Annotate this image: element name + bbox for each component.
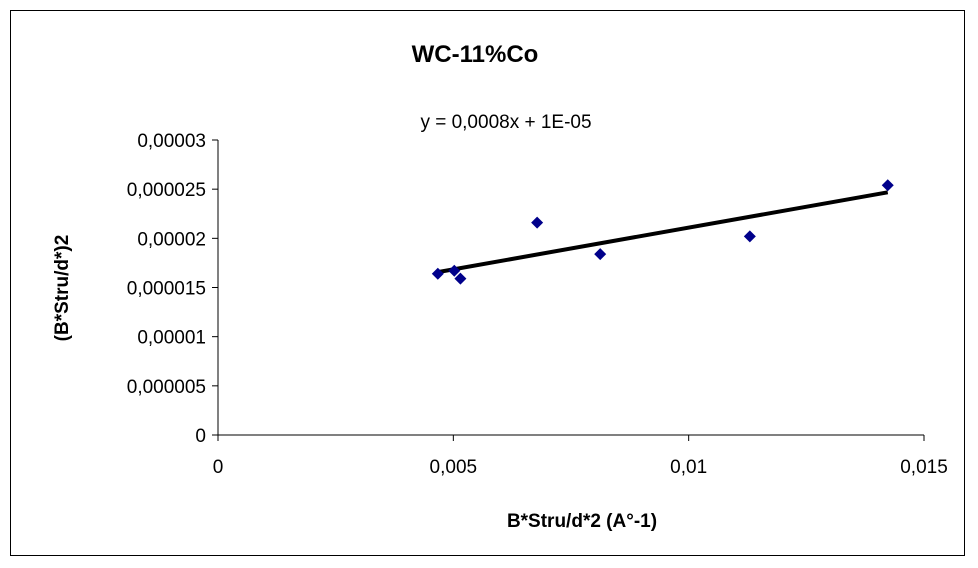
trendline: [437, 190, 889, 275]
chart-title: WC-11%Co: [412, 41, 539, 68]
data-points: [431, 179, 894, 285]
axes: 0 0,000005 0,00001 0,000015 0,00002 0,000025 0…: [127, 131, 948, 478]
data-point: [881, 179, 894, 192]
x-tick-label: 0,005: [430, 457, 478, 478]
data-point: [531, 216, 544, 229]
data-point: [448, 264, 461, 277]
data-point: [454, 272, 467, 285]
data-point: [743, 230, 756, 243]
data-point: [431, 267, 444, 280]
y-tick-label: 0,000005: [127, 377, 206, 398]
x-axis-label: B*Stru/d*2 (A°-1): [507, 511, 657, 532]
chart-frame: [10, 10, 965, 556]
x-tick-label: 0,01: [670, 457, 707, 478]
y-tick-label: 0,00002: [137, 229, 206, 250]
y-tick-label: 0,000015: [127, 279, 206, 300]
trendline-equation: y = 0,0008x + 1E-05: [420, 112, 591, 133]
x-tick-label: 0: [213, 457, 224, 478]
y-tick-label: 0,000025: [127, 180, 206, 201]
y-tick-label: 0,00003: [137, 131, 206, 152]
trendline-line: [437, 190, 889, 275]
y-tick-label: 0,00001: [137, 328, 206, 349]
x-tick-label: 0,015: [900, 457, 948, 478]
y-tick-label: 0: [195, 426, 206, 447]
y-axis-label: (B*Stru/d*)2: [52, 235, 73, 342]
data-point: [594, 248, 607, 261]
